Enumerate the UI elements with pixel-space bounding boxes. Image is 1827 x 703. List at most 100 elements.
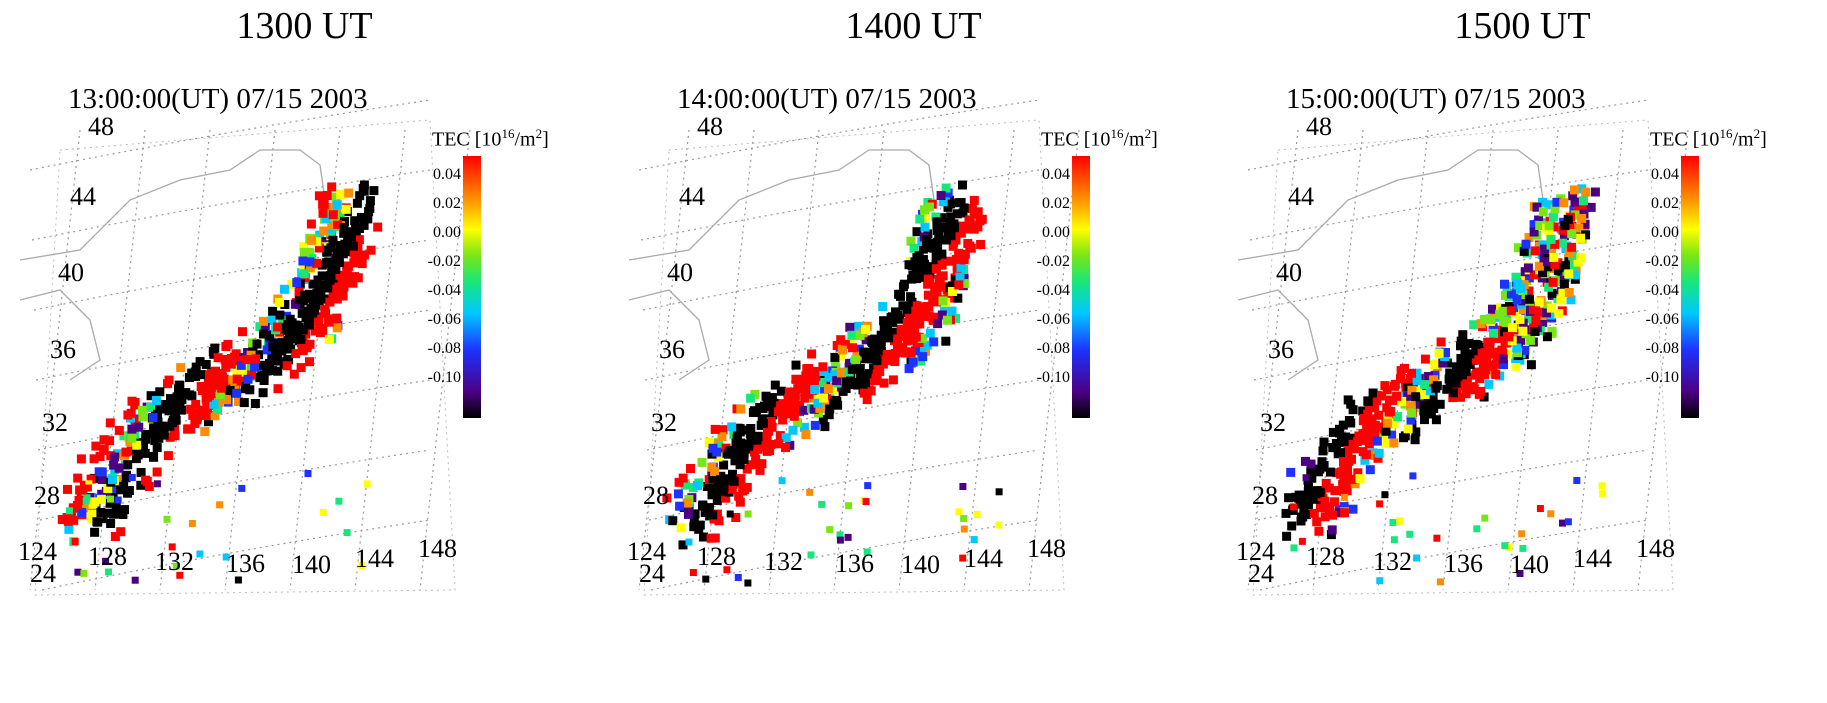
tec-pixel	[758, 419, 768, 428]
tec-pixel	[1554, 309, 1564, 319]
tec-pixel	[1314, 526, 1324, 536]
tec-pixel	[137, 405, 147, 415]
tec-pixel	[734, 574, 742, 581]
tec-pixel	[1281, 508, 1291, 518]
tec-pixel	[920, 205, 929, 215]
tec-pixel	[318, 208, 328, 218]
tec-pixel	[1534, 215, 1544, 225]
tec-pixel	[1366, 434, 1376, 444]
tec-pixel	[324, 335, 334, 344]
tec-pixel	[1548, 277, 1558, 287]
tec-pixel	[1573, 257, 1583, 267]
tec-pixel	[305, 320, 314, 330]
tec-pixel	[1534, 261, 1544, 271]
tec-pixel	[788, 425, 798, 435]
tec-pixel	[258, 388, 268, 398]
tec-pixel	[1501, 290, 1510, 300]
tec-pixel	[1406, 530, 1414, 538]
tec-pixel	[1508, 323, 1517, 333]
tec-pixel	[1486, 315, 1496, 325]
tec-pixel	[952, 209, 962, 219]
tec-pixel	[1348, 474, 1357, 484]
tec-pixel	[174, 380, 184, 390]
tec-pixel	[222, 395, 231, 405]
tec-pixel	[232, 374, 242, 384]
tec-pixel	[328, 210, 338, 220]
tec-pixel	[87, 514, 97, 523]
tec-pixel	[275, 297, 284, 307]
tec-pixel	[770, 380, 780, 390]
tec-pixel	[278, 315, 288, 325]
tec-pixel	[222, 553, 230, 561]
tec-pixel	[815, 403, 825, 413]
tec-pixel	[878, 302, 888, 311]
tec-pixel	[951, 235, 961, 245]
tec-pixel	[1328, 510, 1337, 520]
tec-pixel	[778, 399, 788, 409]
tec-pixel	[960, 515, 968, 522]
tec-pixel	[719, 482, 729, 492]
longitude-label: 148	[1027, 534, 1066, 563]
longitude-label: 132	[764, 547, 803, 576]
tec-pixel	[1515, 314, 1525, 324]
tec-pixel	[819, 367, 829, 376]
tec-pixel	[348, 278, 358, 288]
tec-pixel	[1516, 335, 1526, 345]
tec-pixel	[1344, 456, 1354, 466]
tec-pixel	[1599, 490, 1607, 498]
tec-pixel	[771, 401, 781, 411]
tec-pixel	[767, 422, 777, 432]
tec-pixel	[735, 460, 745, 470]
tec-pixel	[929, 337, 939, 347]
tec-pixel	[172, 562, 180, 570]
tec-pixel	[784, 387, 794, 397]
tec-pixel	[1484, 379, 1494, 389]
tec-pixel	[1559, 231, 1569, 241]
tec-pixel	[1287, 521, 1297, 531]
tec-pixel	[119, 431, 129, 441]
tec-pixel	[201, 385, 211, 395]
tec-pixel	[698, 501, 707, 511]
tec-pixel	[841, 384, 851, 394]
tec-pixel	[920, 264, 930, 273]
tec-pixel	[210, 369, 220, 379]
tec-pixel	[343, 529, 351, 537]
longitude-label: 144	[355, 544, 394, 573]
longitude-label: 124	[1236, 537, 1275, 566]
tec-pixel	[863, 548, 871, 556]
tec-pixel	[1547, 326, 1557, 336]
tec-pixel	[1302, 474, 1310, 482]
tec-pixel	[1513, 243, 1523, 253]
tec-pixel	[1469, 320, 1479, 330]
colorbar-tick-label: -0.08	[1645, 340, 1679, 357]
tec-pixel	[1364, 439, 1374, 449]
tec-pixel	[204, 417, 213, 427]
tec-pixel	[99, 435, 109, 445]
tec-pixel	[781, 443, 790, 452]
tec-pixel	[217, 383, 227, 393]
tec-pixel	[239, 366, 249, 376]
tec-pixel	[1306, 466, 1316, 476]
tec-pixel	[1529, 220, 1539, 230]
tec-pixel	[64, 524, 74, 534]
tec-pixel	[1306, 459, 1316, 469]
longitude-label: 136	[226, 549, 265, 578]
tec-pixel	[167, 399, 177, 409]
tec-pixel	[854, 321, 863, 331]
tec-pixel	[876, 339, 886, 349]
tec-pixel	[1544, 282, 1554, 292]
latitude-label: 36	[50, 335, 76, 364]
tec-pixel	[73, 473, 83, 483]
tec-pixel	[1586, 202, 1596, 212]
tec-pixel	[205, 370, 214, 380]
tec-pixel	[1396, 517, 1404, 525]
tec-pixel	[1304, 482, 1313, 492]
tec-pixel	[105, 436, 115, 446]
colorbar-title: TEC [1016/m2]	[1041, 126, 1158, 151]
tec-pixel	[924, 202, 934, 212]
tec-pixel	[730, 456, 740, 466]
tec-pixel	[841, 376, 851, 385]
tec-pixel	[686, 464, 695, 473]
tec-pixel	[1370, 420, 1380, 430]
